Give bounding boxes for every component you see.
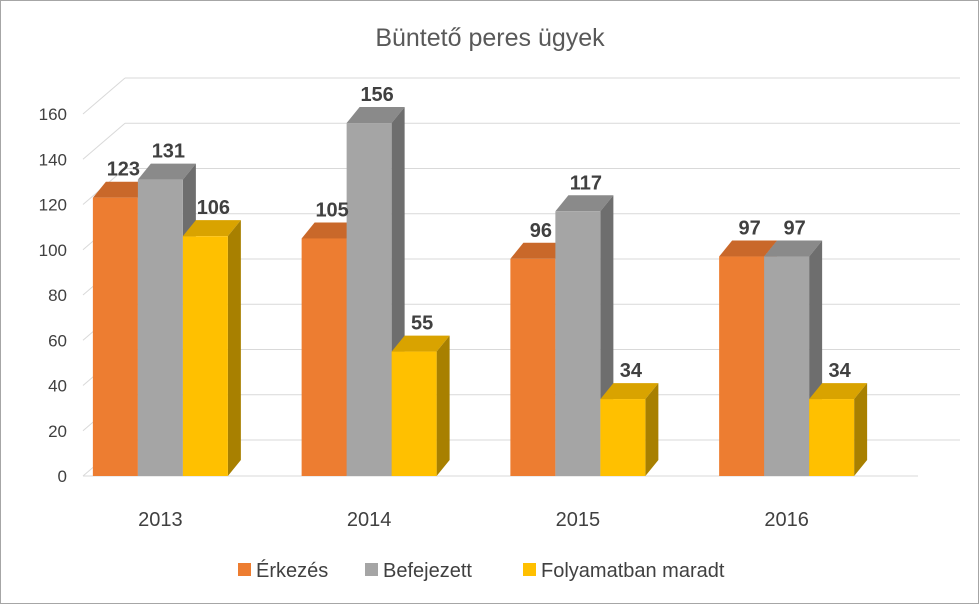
legend-swatch [365, 563, 378, 576]
data-label: 55 [411, 313, 433, 335]
bar-top-face [182, 220, 241, 237]
legend-label: Érkezés [256, 559, 328, 582]
y-tick-label: 40 [48, 377, 67, 396]
x-tick-label: 2015 [556, 509, 601, 531]
bar-front-face [137, 179, 183, 477]
data-label: 156 [360, 84, 393, 106]
legend-label: Befejezett [383, 560, 472, 582]
bar-front-face [346, 123, 392, 477]
bar-2014-befejezett [346, 107, 405, 477]
legend-label: Folyamatban maradt [541, 560, 725, 582]
bar-2015-folyamatban-maradt [600, 383, 659, 476]
bar-front-face [600, 399, 646, 476]
bar-side-face [227, 220, 241, 476]
y-axis-tick-labels: 0 20 40 60 80 100 120 140 160 [39, 105, 67, 486]
y-tick-label: 20 [48, 422, 67, 441]
bar-front-face [301, 238, 347, 476]
bar-side-face [854, 383, 868, 476]
bar-2014-folyamatban-maradt [391, 335, 450, 476]
bar-top-face [600, 383, 659, 400]
data-label: 105 [315, 199, 348, 221]
data-label: 96 [530, 220, 552, 242]
data-label: 97 [784, 218, 806, 240]
bar-top-face [510, 242, 569, 259]
bar-front-face [391, 351, 437, 476]
data-label: 97 [739, 218, 761, 240]
legend: Érkezés Befejezett Folyamatban maradt [238, 559, 725, 582]
bar-2013-folyamatban-maradt [182, 220, 241, 476]
bar-top-face [809, 383, 868, 400]
bar-top-face [719, 240, 778, 257]
legend-swatch [238, 563, 251, 576]
bar-front-face [809, 399, 855, 476]
bar-front-face [555, 211, 601, 476]
bar-top-face [346, 107, 405, 124]
y-tick-label: 160 [39, 105, 67, 124]
data-label-layer: 123 131 106 105 156 55 96 117 34 97 97 34 [107, 84, 852, 382]
chart-title: Büntető peres ügyek [375, 24, 605, 52]
x-axis-category-labels: 2013 2014 2015 2016 [138, 509, 809, 531]
y-tick-label: 100 [39, 241, 67, 260]
data-label: 34 [829, 360, 852, 382]
bar-front-face [719, 256, 765, 476]
bar-top-face [555, 195, 614, 212]
bar-layer [92, 107, 868, 477]
bar-front-face [182, 236, 228, 476]
bar-side-face [436, 335, 450, 476]
gridline-depth-160 [82, 77, 126, 115]
x-tick-label: 2014 [347, 509, 392, 531]
bar-top-face [764, 240, 823, 257]
data-label: 117 [570, 172, 602, 194]
x-tick-label: 2013 [138, 509, 183, 531]
bar-2016-folyamatban-maradt [809, 383, 868, 476]
gridline-depth-140 [82, 122, 126, 160]
y-tick-label: 80 [48, 286, 67, 305]
bar-top-face [301, 222, 360, 239]
bar-front-face [92, 197, 138, 476]
data-label: 106 [197, 197, 230, 219]
data-label: 131 [152, 141, 185, 163]
bar-front-face [510, 258, 556, 476]
x-tick-label: 2016 [764, 509, 809, 531]
bar-top-face [137, 163, 196, 180]
legend-swatch [523, 563, 536, 576]
bar-top-face [92, 181, 151, 198]
bar-top-face [391, 335, 450, 352]
y-tick-label: 120 [39, 196, 67, 215]
y-tick-label: 0 [58, 467, 67, 486]
bar-front-face [764, 256, 810, 476]
y-tick-label: 60 [48, 331, 67, 350]
bar-side-face [645, 383, 659, 476]
data-label: 123 [107, 159, 140, 181]
data-label: 34 [620, 360, 643, 382]
y-tick-label: 140 [39, 150, 67, 169]
